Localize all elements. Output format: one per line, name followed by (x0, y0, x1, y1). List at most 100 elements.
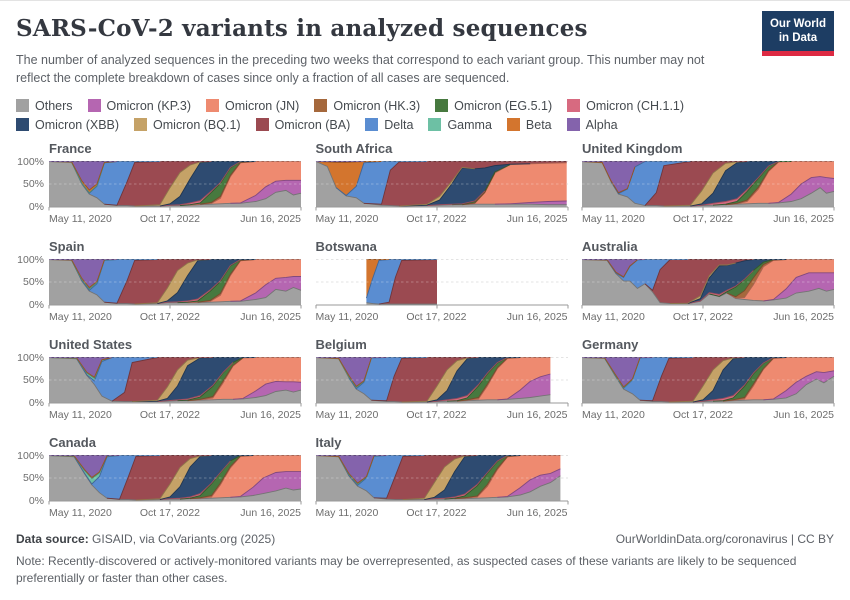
x-axis (48, 206, 302, 210)
legend-item-others[interactable]: Others (16, 99, 73, 113)
series-beta (365, 258, 437, 298)
legend-item-delta[interactable]: Delta (365, 118, 413, 132)
x-tick-label: May 11, 2020 (582, 310, 645, 323)
series-omicron-ba (582, 356, 834, 402)
series-outline-omicron-ba (363, 160, 567, 205)
legend-item-omicron-xbb[interactable]: Omicron (XBB) (16, 118, 119, 132)
stacked-area-plot[interactable] (315, 356, 568, 407)
series-delta (49, 160, 301, 205)
legend-label: Omicron (EG.5.1) (454, 98, 553, 113)
series-outline-others (315, 356, 550, 403)
x-tick-label: May 11, 2020 (315, 506, 379, 519)
series-outline-beta (581, 160, 636, 193)
series-outline-omicron-kp-3 (496, 373, 551, 400)
stacked-area-plot[interactable] (315, 160, 568, 211)
series-delta (315, 454, 560, 498)
series-outline-omicron-kp-3 (494, 200, 567, 205)
series-outline-omicron-jn (456, 356, 550, 402)
stacked-area-plot[interactable] (315, 258, 568, 309)
series-omicron-jn (49, 258, 301, 304)
x-tick-label: Jun 16, 2025 (240, 506, 301, 519)
owid-logo-line1: Our World (769, 18, 826, 30)
series-others (49, 454, 301, 501)
legend-swatch-omicron-kp-3-icon (87, 99, 101, 112)
x-tick-label: Jun 16, 2025 (506, 506, 568, 519)
x-tick-label: Jun 16, 2025 (240, 310, 301, 323)
chart-south-africa: South Africa May 11, 2020 Oct 17, 2022 Jun … (315, 141, 568, 226)
x-axis (581, 206, 835, 210)
stacked-area-plot[interactable] (581, 258, 835, 309)
chart-australia: Australia May 11, 2020 Oct 17, 2022 Jun 16,… (581, 238, 835, 324)
legend-item-omicron-hk-3[interactable]: Omicron (HK.3) (314, 99, 420, 113)
series-outline-omicron-ch-1-1 (423, 454, 508, 500)
y-axis-label: 0% (28, 396, 44, 409)
series-alpha (582, 160, 834, 193)
legend-item-gamma[interactable]: Gamma (428, 117, 492, 132)
series-omicron-jn (582, 356, 834, 402)
stacked-area-plot[interactable] (315, 454, 568, 505)
x-tick-label: May 11, 2020 (315, 212, 379, 225)
series-outline-omicron-ch-1-1 (157, 361, 234, 402)
x-tick-label: Jun 16, 2025 (506, 408, 568, 421)
legend-swatch-others-icon (16, 99, 29, 112)
y-axis-label: 50% (22, 471, 44, 484)
stacked-area-plot[interactable] (48, 258, 302, 309)
stacked-area-plot[interactable] (48, 454, 302, 505)
series-delta (365, 258, 437, 304)
attribution-link[interactable]: OurWorldinData.org/coronavirus | CC BY (615, 531, 834, 546)
series-outline-delta (335, 160, 427, 196)
plot-area (581, 160, 835, 211)
series-delta (582, 160, 834, 206)
x-axis-labels: May 11, 2020 Oct 17, 2022 Jun 16, 2025 (316, 311, 568, 324)
y-axis-label: 0% (28, 494, 44, 507)
owid-logo-line2: in Data (778, 32, 818, 45)
series-omicron-bq-1 (49, 356, 301, 402)
legend-item-omicron-bq-1[interactable]: Omicron (BQ.1) (134, 118, 241, 132)
series-outline-omicron-hk-3 (197, 258, 256, 303)
source-line: Data source: GISAID, via CoVariants.org … (16, 532, 275, 546)
x-tick-label: Jun 16, 2025 (773, 310, 834, 323)
series-omicron-ba (582, 160, 834, 206)
series-omicron-ba (315, 160, 567, 206)
series-outline-omicron-kp-3 (768, 175, 835, 204)
x-tick-label: Oct 17, 2022 (406, 506, 467, 519)
series-outline-others (48, 356, 302, 402)
country-title: Australia (582, 238, 638, 254)
owid-logo[interactable]: Our World in Data (761, 11, 834, 56)
legend-item-alpha[interactable]: Alpha (566, 118, 618, 132)
legend-item-omicron-ch-1-1[interactable]: Omicron (CH.1.1) (567, 99, 684, 113)
series-outline-omicron-kp-3 (232, 380, 302, 400)
stacked-area-plot[interactable] (48, 160, 302, 211)
series-omicron-xbb (49, 356, 301, 402)
series-delta (315, 356, 550, 401)
x-axis-labels: May 11, 2020 Oct 17, 2022 Jun 16, 2025 (49, 409, 301, 422)
series-outline-omicron-kp-3 (763, 369, 835, 400)
legend-label: Omicron (XBB) (35, 117, 120, 132)
stacked-area-plot[interactable] (581, 356, 835, 407)
country-title: Botswana (315, 238, 377, 254)
series-outline-omicron-ch-1-1 (157, 258, 241, 304)
legend-label: Omicron (CH.1.1) (586, 98, 685, 113)
series-outline-omicron-kp-3 (230, 179, 301, 204)
x-tick-label: May 11, 2020 (49, 506, 112, 519)
legend-item-beta[interactable]: Beta (506, 118, 552, 132)
series-omicron-bq-1 (49, 160, 301, 206)
stacked-area-plot[interactable] (581, 160, 835, 211)
x-tick-label: Oct 17, 2022 (672, 408, 734, 421)
legend-label: Gamma (447, 117, 492, 132)
x-tick-label: May 11, 2020 (582, 212, 645, 225)
series-outline-omicron-hk-3 (200, 160, 256, 205)
country-title: Canada (49, 434, 96, 450)
series-omicron-bq-1 (49, 454, 301, 500)
series-omicron-bq-1 (49, 258, 301, 304)
legend-item-omicron-jn[interactable]: Omicron (JN) (206, 99, 299, 113)
legend-item-omicron-ba[interactable]: Omicron (BA) (255, 118, 350, 132)
chart-france: France 100% 50% 0% May 11, 2020 Oct 17, 2022 J… (16, 141, 302, 226)
legend-item-omicron-eg-5-1[interactable]: Omicron (EG.5.1) (435, 99, 552, 113)
series-delta (582, 356, 834, 401)
stacked-area-plot[interactable] (48, 356, 302, 407)
x-axis-labels: May 11, 2020 Oct 17, 2022 Jun 16, 2025 (582, 409, 834, 422)
series-alpha (582, 356, 834, 387)
legend-swatch-omicron-ba-icon (255, 118, 269, 131)
legend-item-omicron-kp-3[interactable]: Omicron (KP.3) (87, 99, 191, 113)
